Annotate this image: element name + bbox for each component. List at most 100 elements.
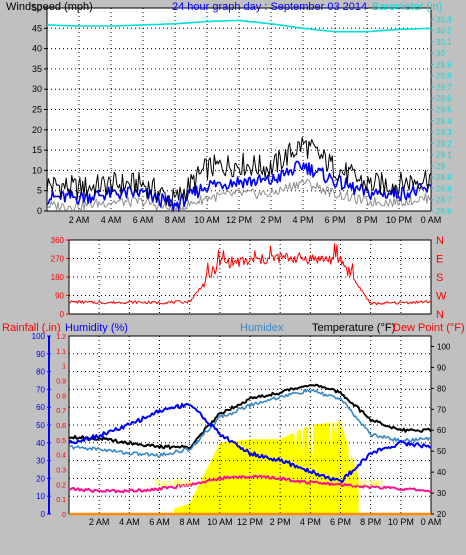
temperature-xtick-label: 2 PM xyxy=(270,517,291,527)
barometer-ytick-label: 30 xyxy=(436,49,445,58)
barometer-ytick-label: 29.5 xyxy=(436,106,452,115)
temperature-ytick-label: 50 xyxy=(437,447,446,456)
wind-direction-line xyxy=(69,243,432,306)
temperature-panel-series xyxy=(68,383,432,516)
barometer-ytick-label: 29.6 xyxy=(436,94,452,103)
barometer-line xyxy=(46,19,432,33)
compass-label: E xyxy=(436,254,443,266)
wind-ytick-label: 45 xyxy=(32,23,42,33)
wind-ytick-label: 20 xyxy=(32,125,42,135)
humidity-ytick-label: 30 xyxy=(36,457,45,466)
temperature-ytick-label: 90 xyxy=(437,363,446,372)
direction-ytick-label: 0 xyxy=(60,310,65,319)
rainfall-axis-label: Rainfall (.in) xyxy=(2,322,61,334)
wind-ytick-label: 5 xyxy=(37,186,42,196)
chart-title: 24 hour graph day : September 03 2014 xyxy=(172,1,367,13)
compass-label: W xyxy=(436,291,447,303)
rainfall-ytick-label: 0.1 xyxy=(56,497,66,504)
rainfall-ytick-label: 0 xyxy=(62,512,66,519)
wind-xtick-label: 8 PM xyxy=(356,215,377,225)
temperature-xtick-label: 8 PM xyxy=(360,517,381,527)
temperature-ytick-label: 60 xyxy=(437,426,446,435)
wind-ytick-label: 35 xyxy=(32,64,42,74)
direction-ytick-label: 360 xyxy=(51,236,65,245)
rainfall-ytick-label: 0.3 xyxy=(56,468,66,475)
humidity-axis-label: Humidity (%) xyxy=(65,322,128,334)
temperature-xtick-label: 4 AM xyxy=(119,517,140,527)
direction-panel-series xyxy=(69,243,432,306)
temperature-xtick-label: 6 PM xyxy=(330,517,351,527)
direction-ytick-label: 180 xyxy=(51,273,65,282)
humidity-ytick-label: 60 xyxy=(36,403,45,412)
barometer-ytick-label: 28.6 xyxy=(436,207,452,216)
humidity-ytick-label: 80 xyxy=(36,368,45,377)
wind-xtick-label: 2 AM xyxy=(69,215,90,225)
temperature-panel-ticks: 0 10 20 30 40 50 60 70 80 90 100 0 0.1 0.2 0.3 0.4 0.5 0.… xyxy=(32,332,451,527)
temperature-xtick-label: 0 AM xyxy=(421,517,442,527)
rainfall-ytick-label: 1.2 xyxy=(56,334,66,341)
rainfall-ytick-label: 0.2 xyxy=(56,482,66,489)
barometer-ytick-label: 29.7 xyxy=(436,83,452,92)
humidity-ytick-label: 90 xyxy=(36,350,45,359)
sun-set-annotation: Sun Set xyxy=(351,478,384,488)
temperature-xtick-label: 10 AM xyxy=(207,517,233,527)
wind-ytick-label: 0 xyxy=(37,206,42,216)
humidity-ytick-label: 10 xyxy=(36,492,45,501)
temperature-xtick-label: 8 AM xyxy=(179,517,200,527)
barometer-ytick-label: 29.8 xyxy=(436,72,452,81)
direction-ytick-label: 90 xyxy=(55,292,64,301)
wind-panel-ticks: 0 5 10 15 20 25 30 35 40 45 50 28.6 28.7 28.8 28.9 29 29… xyxy=(32,3,452,225)
wind-xtick-label: 6 PM xyxy=(324,215,345,225)
barometer-ytick-label: 29.9 xyxy=(436,60,452,69)
barometer-ytick-label: 30.2 xyxy=(436,27,452,36)
humidity-ytick-label: 20 xyxy=(36,474,45,483)
dew-point-axis-label: Dew Point (°F) xyxy=(393,322,465,334)
barometer-ytick-label: 28.9 xyxy=(436,173,452,182)
wind-ytick-label: 10 xyxy=(32,165,42,175)
temperature-xtick-label: 10 PM xyxy=(388,517,414,527)
temperature-xtick-label: 6 AM xyxy=(149,517,170,527)
wind-xtick-label: 2 PM xyxy=(260,215,281,225)
wind-ytick-label: 40 xyxy=(32,44,42,54)
wind-xtick-label: 8 AM xyxy=(165,215,186,225)
compass-label: N xyxy=(436,309,444,321)
humidity-ytick-label: 70 xyxy=(36,385,45,394)
windspeed-axis-label: Windspeed (mph) xyxy=(6,1,93,13)
humidity-ytick-label: 0 xyxy=(41,510,46,519)
direction-panel-grid xyxy=(69,240,431,314)
compass-label: N xyxy=(436,235,444,247)
wind-gust-line xyxy=(46,136,432,207)
wind-xtick-label: 4 PM xyxy=(292,215,313,225)
rainfall-ytick-label: 0.6 xyxy=(56,423,66,430)
humidity-line xyxy=(68,402,432,484)
wind-xtick-label: 4 AM xyxy=(101,215,122,225)
humidex-line xyxy=(68,388,432,459)
barometer-ytick-label: 29.4 xyxy=(436,117,452,126)
barometer-ytick-label: 28.8 xyxy=(436,184,452,193)
barometer-ytick-label: 30.3 xyxy=(436,15,452,24)
barometer-axis-label: Barometer (in) xyxy=(372,1,442,13)
barometer-ytick-label: 29.3 xyxy=(436,128,452,137)
wind-gray-line xyxy=(46,178,432,212)
rainfall-ytick-label: 0.9 xyxy=(56,379,66,386)
compass-label: S xyxy=(436,272,443,284)
temperature-xtick-label: 12 PM xyxy=(237,517,263,527)
wind-xtick-label: 0 AM xyxy=(421,215,442,225)
wind-xtick-label: 12 PM xyxy=(226,215,252,225)
rainfall-ytick-label: 0.7 xyxy=(56,408,66,415)
temperature-ytick-label: 20 xyxy=(437,510,446,519)
temperature-xtick-label: 2 AM xyxy=(89,517,110,527)
humidity-ytick-label: 100 xyxy=(32,332,46,341)
wind-ytick-label: 30 xyxy=(32,84,42,94)
temperature-line xyxy=(68,383,432,450)
wind-ytick-label: 15 xyxy=(32,145,42,155)
barometer-ytick-label: 29.2 xyxy=(436,139,452,148)
barometer-ytick-label: 30.1 xyxy=(436,38,452,47)
temperature-ytick-label: 30 xyxy=(437,489,446,498)
sun-rise-annotation: Sun Rise xyxy=(155,478,192,488)
rainfall-ytick-label: 1.1 xyxy=(56,349,66,356)
rainfall-ytick-label: 0.5 xyxy=(56,438,66,445)
